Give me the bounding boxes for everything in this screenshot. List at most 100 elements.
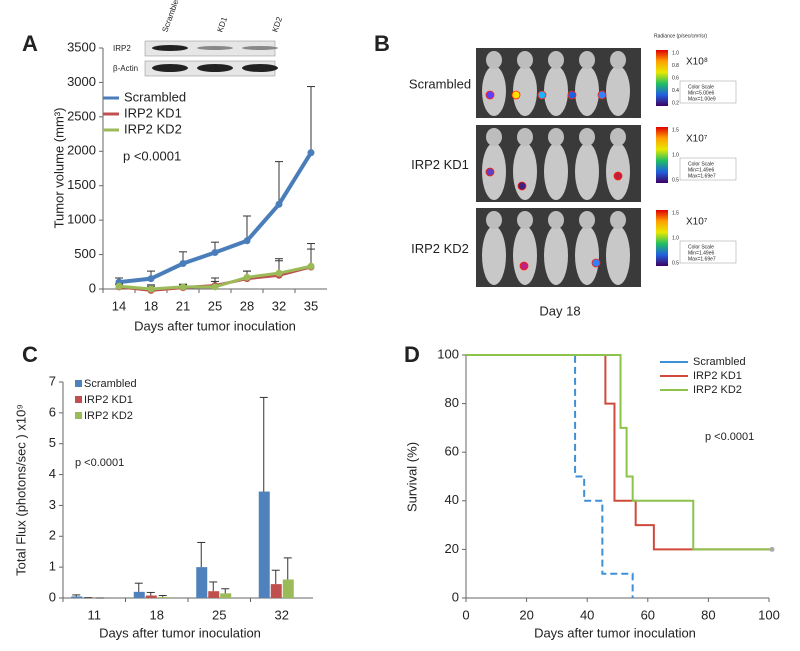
- blot-band: [152, 64, 188, 72]
- y-tick-label: 0: [452, 589, 459, 604]
- bar: [196, 567, 208, 598]
- error-bar: [243, 215, 251, 241]
- scale-exponent: X10⁸: [686, 57, 708, 68]
- scale-tick: 1.0: [672, 152, 679, 158]
- mouse-body: [544, 66, 568, 116]
- point: [147, 275, 155, 283]
- error-bar: [146, 591, 155, 596]
- mouse-head: [486, 211, 502, 229]
- bar: [282, 579, 294, 598]
- point: [115, 282, 123, 290]
- mouse-head: [486, 128, 502, 146]
- y-tick-label: 40: [445, 492, 459, 507]
- panel-label: D: [404, 342, 420, 367]
- legend-swatch: [75, 380, 82, 387]
- point: [243, 237, 251, 245]
- survival-line: [466, 354, 773, 551]
- scale-tick: 0.6: [672, 75, 679, 81]
- legend-label: IRP2 KD1: [693, 370, 742, 382]
- y-tick-label: 2500: [67, 108, 96, 123]
- series-line: [118, 151, 313, 285]
- scale-box-text: Color Scale: [688, 244, 714, 250]
- mouse-body: [606, 226, 630, 285]
- mouse-body: [482, 66, 506, 116]
- y-tick-label: 2000: [67, 143, 96, 158]
- x-axis-label: Days after tumor inoculation: [99, 625, 261, 640]
- x-tick-label: 14: [112, 298, 126, 313]
- x-tick-label: 18: [144, 298, 158, 313]
- scale-box-text: Min=1.49e6: [688, 167, 714, 173]
- annotation: p <0.0001: [75, 457, 124, 469]
- mouse-head: [548, 211, 564, 229]
- bar: [220, 593, 232, 598]
- y-tick-label: 3: [49, 497, 56, 512]
- bar: [133, 591, 145, 598]
- legend-label: Scrambled: [84, 378, 137, 390]
- point: [211, 249, 219, 257]
- point: [275, 269, 283, 277]
- point: [147, 285, 155, 293]
- scale-tick: 0.8: [672, 63, 679, 69]
- point: [275, 200, 283, 208]
- legend-label: IRP2 KD1: [124, 105, 182, 120]
- bar: [157, 597, 169, 598]
- mouse-body: [575, 226, 599, 285]
- signal-spot: [485, 167, 495, 177]
- point: [179, 283, 187, 291]
- color-scale: [656, 210, 668, 266]
- scale-tick: 0.2: [672, 100, 679, 106]
- mouse-head: [486, 51, 502, 69]
- mouse-head: [517, 211, 533, 229]
- y-tick-label: 2: [49, 528, 56, 543]
- x-tick-label: 35: [304, 298, 318, 313]
- error-bar: [158, 595, 167, 598]
- annotation: p <0.0001: [705, 431, 754, 443]
- bar: [270, 584, 282, 598]
- mouse-head: [610, 211, 626, 229]
- scale-tick: 1.5: [672, 127, 679, 133]
- y-tick-label: 0: [49, 589, 56, 604]
- bar: [71, 596, 83, 598]
- y-tick-label: 20: [445, 541, 459, 556]
- scale-box-text: Max=1.00e9: [688, 96, 716, 102]
- y-tick-label: 7: [49, 373, 56, 388]
- point: [307, 149, 315, 157]
- bar: [145, 595, 157, 598]
- scale-tick: 0.4: [672, 88, 679, 94]
- y-tick-label: 1500: [67, 177, 96, 192]
- x-tick-label: 21: [176, 298, 190, 313]
- error-bar: [271, 569, 280, 585]
- caption: Day 18: [539, 303, 580, 318]
- y-tick-label: 1: [49, 559, 56, 574]
- point: [307, 262, 315, 270]
- error-bar: [221, 588, 230, 594]
- scale-box-text: Color Scale: [688, 84, 714, 90]
- blot-band: [152, 45, 188, 51]
- legend-label: Scrambled: [693, 356, 746, 368]
- y-tick-label: 100: [437, 346, 459, 361]
- y-tick-label: 3000: [67, 74, 96, 89]
- scale-tick: 0.5: [672, 260, 679, 266]
- row-label: Scrambled: [409, 76, 471, 91]
- mouse-head: [610, 128, 626, 146]
- legend-label: IRP2 KD2: [84, 410, 133, 422]
- row-label: IRP2 KD1: [411, 157, 469, 172]
- mouse-head: [579, 51, 595, 69]
- mouse-head: [517, 128, 533, 146]
- signal-spot: [597, 90, 607, 100]
- x-tick-label: 32: [272, 298, 286, 313]
- mouse-head: [579, 128, 595, 146]
- y-axis-label: Total Flux (photons/sec ) x10⁹: [13, 404, 28, 576]
- y-tick-label: 6: [49, 404, 56, 419]
- scale-box-text: Max=1.69e7: [688, 256, 716, 262]
- blot-band: [242, 64, 278, 72]
- blot-column: KD1: [215, 15, 229, 33]
- scale-tick: 1.0: [672, 50, 679, 56]
- signal-spot: [511, 90, 521, 100]
- x-tick-label: 25: [208, 298, 222, 313]
- mouse-body: [513, 143, 537, 200]
- signal-spot: [537, 90, 547, 100]
- x-axis-label: Days after tumor inoculation: [534, 625, 696, 640]
- y-tick-label: 500: [74, 246, 96, 261]
